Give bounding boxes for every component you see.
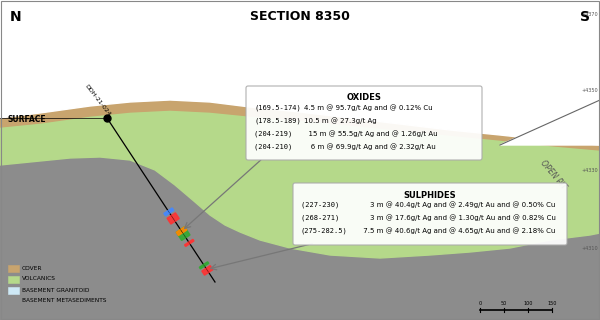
Text: 3 m @ 40.4g/t Ag and @ 2.49g/t Au and @ 0.50% Cu: 3 m @ 40.4g/t Ag and @ 2.49g/t Au and @ … [361, 202, 556, 208]
Polygon shape [500, 100, 600, 145]
Bar [8, 276, 19, 283]
Polygon shape [176, 227, 190, 240]
FancyBboxPatch shape [246, 86, 482, 160]
FancyBboxPatch shape [293, 183, 567, 245]
Text: 3 m @ 17.6g/t Ag and @ 1.30g/t Au and @ 0.82% Cu: 3 m @ 17.6g/t Ag and @ 1.30g/t Au and @ … [361, 215, 556, 221]
Text: 150: 150 [547, 301, 557, 306]
Text: VOLCANICS: VOLCANICS [22, 276, 56, 282]
Text: (178.5-189): (178.5-189) [254, 118, 301, 124]
Text: 7.5 m @ 40.6g/t Ag and @ 4.65g/t Au and @ 2.18% Cu: 7.5 m @ 40.6g/t Ag and @ 4.65g/t Au and … [361, 228, 556, 234]
Text: 15 m @ 55.5g/t Ag and @ 1.26g/t Au: 15 m @ 55.5g/t Ag and @ 1.26g/t Au [304, 131, 437, 137]
Text: 100: 100 [523, 301, 533, 306]
Polygon shape [0, 110, 600, 258]
Text: SURFACE: SURFACE [8, 116, 47, 124]
Text: +4350: +4350 [581, 87, 598, 92]
Text: OPEN PIT: OPEN PIT [538, 159, 568, 191]
Text: +4330: +4330 [581, 167, 598, 172]
Bar [8, 265, 19, 271]
Polygon shape [199, 262, 209, 269]
Bar [8, 286, 19, 293]
Polygon shape [176, 227, 187, 236]
Polygon shape [164, 208, 174, 216]
Text: BASEMENT METASEDIMENTS: BASEMENT METASEDIMENTS [22, 299, 107, 303]
Text: OXIDES: OXIDES [347, 93, 382, 102]
Polygon shape [185, 239, 194, 246]
Text: (204-219): (204-219) [254, 131, 301, 137]
Polygon shape [0, 0, 600, 145]
Text: S: S [580, 10, 590, 24]
Text: 10.5 m @ 27.3g/t Ag: 10.5 m @ 27.3g/t Ag [304, 118, 377, 124]
Text: +4370: +4370 [581, 12, 598, 18]
Text: (275-282.5): (275-282.5) [301, 228, 348, 234]
Text: 50: 50 [501, 301, 507, 306]
Polygon shape [167, 213, 179, 224]
Polygon shape [202, 266, 213, 275]
Text: DDH-21-024: DDH-21-024 [83, 83, 111, 117]
Text: SULPHIDES: SULPHIDES [404, 190, 457, 199]
Text: 4.5 m @ 95.7g/t Ag and @ 0.12% Cu: 4.5 m @ 95.7g/t Ag and @ 0.12% Cu [304, 105, 433, 111]
Polygon shape [0, 157, 600, 320]
Text: (227-230): (227-230) [301, 202, 348, 208]
Text: (268-271): (268-271) [301, 215, 348, 221]
Bar [8, 298, 19, 305]
Text: 0: 0 [478, 301, 482, 306]
Text: +4310: +4310 [581, 245, 598, 251]
Text: (169.5-174): (169.5-174) [254, 105, 301, 111]
Text: COVER: COVER [22, 266, 43, 270]
Text: (204-210): (204-210) [254, 144, 301, 150]
Polygon shape [0, 100, 600, 150]
Text: N: N [10, 10, 22, 24]
Text: 6 m @ 69.9g/t Ag and @ 2.32g/t Au: 6 m @ 69.9g/t Ag and @ 2.32g/t Au [304, 144, 436, 150]
Text: SECTION 8350: SECTION 8350 [250, 10, 350, 23]
Text: BASEMENT GRANITOID: BASEMENT GRANITOID [22, 287, 89, 292]
